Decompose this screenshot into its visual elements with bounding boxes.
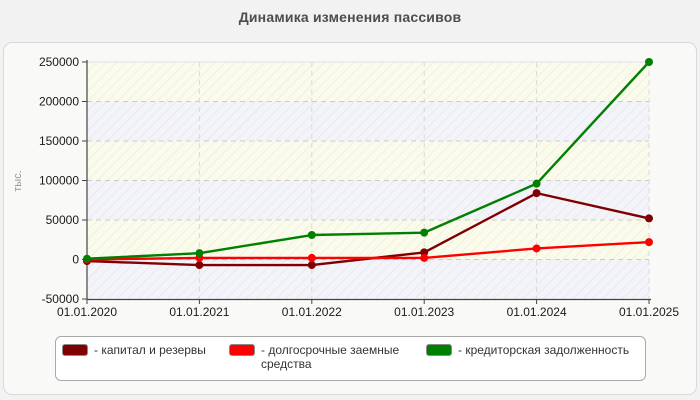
svg-text:01.01.2023: 01.01.2023 [394, 305, 454, 319]
svg-text:тыс.: тыс. [12, 170, 24, 192]
svg-text:01.01.2025: 01.01.2025 [619, 305, 679, 319]
legend-label-long-term-loans: - долгосрочные заемные средства [261, 343, 400, 371]
svg-text:01.01.2020: 01.01.2020 [57, 305, 117, 319]
legend-label-accounts-payable: - кредиторская задолженность [458, 343, 630, 357]
svg-text:-50000: -50000 [42, 292, 80, 306]
legend-label-capital: - капитал и резервы [94, 343, 206, 357]
legend-item-accounts-payable: - кредиторская задолженность [426, 343, 629, 357]
legend-swatch-capital-icon [62, 344, 88, 356]
chart-title: Динамика изменения пассивов [238, 9, 462, 25]
legend-box: - капитал и резервы - долгосрочные заемн… [55, 336, 646, 381]
legend-item-capital: - капитал и резервы [62, 343, 206, 357]
svg-text:250000: 250000 [39, 55, 79, 69]
svg-text:100000: 100000 [39, 174, 79, 188]
legend-swatch-accounts-payable-icon [426, 344, 452, 356]
legend-item-long-term-loans: - долгосрочные заемные средства [229, 343, 413, 371]
svg-text:01.01.2021: 01.01.2021 [169, 305, 229, 319]
svg-text:150000: 150000 [39, 134, 79, 148]
svg-text:200000: 200000 [39, 95, 79, 109]
svg-text:01.01.2024: 01.01.2024 [507, 305, 567, 319]
svg-text:01.01.2022: 01.01.2022 [282, 305, 342, 319]
svg-text:50000: 50000 [46, 213, 80, 227]
svg-text:0: 0 [72, 253, 79, 267]
legend-swatch-long-term-loans-icon [229, 344, 255, 356]
